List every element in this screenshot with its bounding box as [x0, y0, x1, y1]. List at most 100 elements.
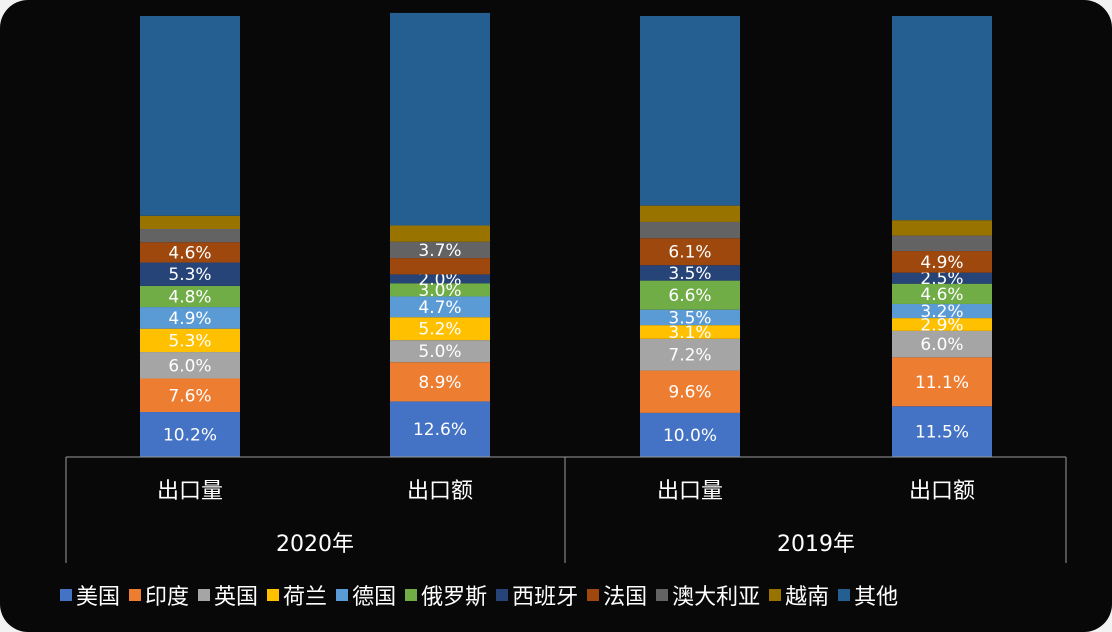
bar-segment	[640, 205, 740, 222]
bar-segment	[140, 412, 240, 457]
bar-segment	[140, 307, 240, 329]
bar-segment	[140, 262, 240, 286]
legend-swatch	[656, 589, 669, 601]
legend-item: 澳大利亚	[656, 579, 760, 611]
chart-legend: 美国 印度 英国 荷兰 德国 俄罗斯 西班牙 法国 澳大利亚 越南 其他	[60, 578, 907, 612]
data-label: 4.9%	[168, 309, 211, 329]
legend-swatch	[336, 589, 349, 601]
data-label: 6.0%	[168, 356, 211, 376]
bar-segment	[390, 258, 490, 275]
group-label: 2020年	[276, 532, 354, 557]
data-label: 12.6%	[413, 420, 467, 440]
data-label: 10.0%	[663, 426, 717, 446]
bar-segment	[640, 265, 740, 281]
data-label: 3.7%	[418, 241, 461, 261]
bar-segment	[892, 251, 992, 273]
data-label: 3.1%	[668, 323, 711, 343]
data-label: 9.6%	[668, 383, 711, 403]
legend-item: 法国	[587, 579, 647, 611]
legend-label: 西班牙	[512, 585, 579, 610]
group-label: 2019年	[777, 532, 855, 557]
legend-label: 德国	[352, 585, 397, 610]
data-label: 3.0%	[418, 281, 461, 301]
legend-label: 法国	[603, 585, 648, 610]
category-label: 出口额	[909, 479, 975, 504]
bar-segment	[892, 318, 992, 331]
legend-item: 俄罗斯	[405, 579, 487, 611]
data-label: 6.1%	[668, 243, 711, 263]
data-label: 11.1%	[915, 373, 969, 393]
data-label: 3.2%	[920, 302, 963, 322]
legend-item: 英国	[198, 579, 258, 611]
bar-segment	[640, 370, 740, 413]
bar-segment	[640, 221, 740, 239]
category-label: 出口额	[407, 479, 473, 504]
legend-label: 荷兰	[283, 585, 328, 610]
legend-swatch	[198, 589, 211, 601]
legend-item: 西班牙	[496, 579, 578, 611]
legend-swatch	[267, 589, 280, 601]
bar-segment	[390, 340, 490, 363]
data-label: 7.2%	[668, 346, 711, 366]
legend-swatch	[60, 589, 72, 601]
category-label: 出口量	[657, 479, 723, 504]
bar-segment	[892, 272, 992, 284]
bar-segment	[640, 16, 740, 206]
data-label: 4.6%	[168, 243, 211, 263]
bar-segment	[140, 378, 240, 413]
legend-label: 英国	[214, 585, 259, 610]
bar-segment	[892, 283, 992, 304]
bar-segment	[640, 412, 740, 457]
data-label: 4.8%	[168, 287, 211, 307]
bar-segment	[390, 225, 490, 242]
legend-item: 荷兰	[267, 579, 327, 611]
data-label: 5.3%	[168, 331, 211, 351]
data-label: 2.9%	[920, 315, 963, 335]
legend-swatch	[838, 589, 851, 601]
bar-segment	[140, 285, 240, 308]
data-label: 3.5%	[668, 264, 711, 284]
data-label: 5.0%	[418, 342, 461, 362]
data-label: 4.6%	[920, 285, 963, 305]
data-label: 7.6%	[168, 386, 211, 406]
data-label: 6.0%	[920, 335, 963, 355]
legend-label: 印度	[145, 585, 190, 610]
bar-segment	[140, 352, 240, 379]
bar-segment	[140, 242, 240, 263]
bar-segment	[140, 16, 240, 216]
bar-segment	[140, 328, 240, 353]
data-label: 11.5%	[915, 423, 969, 443]
legend-item: 德国	[336, 579, 396, 611]
legend-label: 其他	[854, 585, 899, 610]
bar-segment	[390, 241, 490, 259]
data-label: 4.9%	[920, 253, 963, 273]
legend-label: 澳大利亚	[672, 585, 761, 610]
bar-segment	[390, 296, 490, 318]
bar-segment	[140, 215, 240, 230]
bar-segment	[390, 317, 490, 341]
bar-segment	[640, 280, 740, 310]
legend-label: 越南	[785, 585, 830, 610]
bar-segment	[640, 325, 740, 339]
bar-segment	[892, 330, 992, 358]
legend-swatch	[587, 589, 600, 601]
bar-segment	[140, 229, 240, 243]
legend-label: 俄罗斯	[421, 585, 488, 610]
legend-item: 印度	[129, 579, 189, 611]
data-label: 4.7%	[418, 298, 461, 318]
bar-segment	[892, 357, 992, 407]
data-label: 10.2%	[163, 426, 217, 446]
data-label: 3.5%	[668, 308, 711, 328]
bar-segment	[390, 283, 490, 297]
bar-segment	[892, 220, 992, 236]
legend-swatch	[769, 589, 782, 601]
bar-segment	[390, 274, 490, 284]
legend-item: 越南	[769, 579, 829, 611]
bar-segment	[390, 401, 490, 457]
data-label: 6.6%	[668, 286, 711, 306]
legend-swatch	[496, 589, 509, 601]
bar-segment	[892, 16, 992, 221]
category-label: 出口量	[157, 479, 223, 504]
data-label: 2.0%	[418, 270, 461, 290]
data-label: 5.3%	[168, 265, 211, 285]
